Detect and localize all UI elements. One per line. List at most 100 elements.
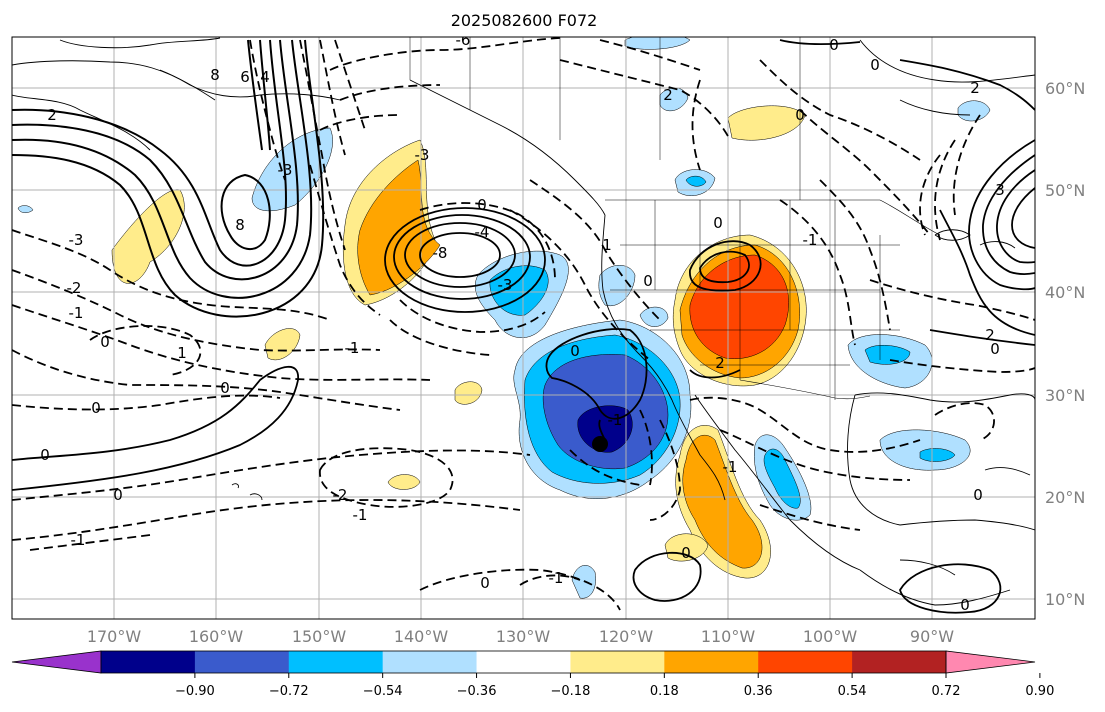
shade-yellow-5	[387, 474, 421, 490]
contour-labels: 2 -3 -2 -1 0 1 0 0 0 -1 0 -1 -2 -1 0 -1 …	[40, 31, 1005, 614]
colorbar-segment	[664, 651, 759, 673]
colorbar-segment	[758, 651, 853, 673]
solid-contours-ring-145w	[384, 207, 546, 313]
colorbar-tick-label: −0.54	[363, 684, 403, 699]
colorbar-segment	[852, 651, 947, 673]
colorbar-tick-label: 0.72	[932, 684, 961, 699]
contour-label: -3	[278, 161, 293, 179]
coastlines	[12, 37, 1035, 606]
contour-label: 2	[47, 106, 57, 124]
contour-label: -2	[333, 486, 348, 504]
contour-label: 0	[643, 272, 653, 290]
lon-label: 110°W	[701, 627, 756, 646]
contour-label: 0	[713, 214, 723, 232]
shade-orange-7	[682, 435, 763, 569]
contours	[12, 37, 1035, 614]
contour-label: -1	[608, 411, 623, 429]
contour-label: -1	[549, 569, 564, 587]
graticule	[12, 37, 1035, 619]
contour-label: 0	[477, 196, 487, 214]
colorbar-segment	[382, 651, 478, 673]
lat-label: 10°N	[1045, 590, 1085, 609]
dashed-contours	[12, 37, 1035, 611]
contour-label: 0	[220, 379, 230, 397]
lon-label: 90°W	[910, 627, 954, 646]
solid-contours-west	[12, 39, 325, 318]
lat-label: 20°N	[1045, 488, 1085, 507]
contour-label: -3	[415, 146, 430, 164]
lat-label: 30°N	[1045, 386, 1085, 405]
solid-contours-southwest	[12, 365, 1002, 614]
lon-label: 150°W	[292, 627, 347, 646]
shade-blue-8	[763, 448, 801, 509]
contour-label: 0	[829, 36, 839, 54]
contour-label: -6	[456, 31, 471, 49]
solid-contours-110w	[689, 240, 762, 379]
colorbar-segment	[194, 651, 290, 673]
contour-label: -4	[475, 223, 490, 241]
lat-label: 60°N	[1045, 79, 1085, 98]
shade-yellow-8	[664, 533, 709, 562]
colorbar-tick-label: −0.36	[457, 684, 497, 699]
colorbar-segment	[476, 651, 571, 673]
colorbar-tick-label: 0.90	[1025, 684, 1054, 699]
shade-yellow-3	[264, 328, 301, 360]
black-dot-marker	[592, 436, 608, 452]
contour-label: -1	[345, 339, 360, 357]
shade-orange-2	[357, 159, 441, 296]
colorbar-tick-label: −0.18	[551, 684, 591, 699]
contour-label: 1	[177, 344, 187, 362]
contour-label: 8	[210, 66, 220, 84]
shade-light-blue-14	[659, 87, 689, 112]
colorbar-ticks: −0.90 −0.72 −0.54 −0.36 −0.18 0.18 0.36 0.54 0.7…	[175, 673, 1054, 699]
contour-label: -3	[498, 276, 513, 294]
latitude-labels: 60°N 50°N 40°N 30°N 20°N 10°N	[1045, 79, 1085, 609]
contour-label: 2	[985, 326, 995, 344]
contour-label: -1	[69, 304, 84, 322]
colorbar: −0.90 −0.72 −0.54 −0.36 −0.18 0.18 0.36 0.54 0.7…	[11, 650, 1054, 699]
colorbar-segment	[288, 651, 384, 673]
contour-label: -3	[69, 231, 84, 249]
colorbar-max-extension	[945, 650, 1036, 674]
lat-label: 50°N	[1045, 181, 1085, 200]
contour-label: -2	[67, 279, 82, 297]
contour-label: 2	[663, 86, 673, 104]
lon-label: 100°W	[803, 627, 858, 646]
contour-label: 8	[235, 216, 245, 234]
contour-label: -1	[71, 531, 86, 549]
contour-label: 0	[480, 574, 490, 592]
contour-label: 0	[100, 333, 110, 351]
lat-label: 40°N	[1045, 283, 1085, 302]
colorbar-segment	[101, 651, 196, 673]
contour-label: 0	[113, 486, 123, 504]
contour-label: -1	[353, 506, 368, 524]
colorbar-tick-label: 0.54	[838, 684, 867, 699]
longitude-labels: 170°W 160°W 150°W 140°W 130°W 120°W 110°…	[87, 627, 954, 646]
colorbar-tick-label: −0.72	[269, 684, 309, 699]
contour-label: 0	[570, 342, 580, 360]
contour-label: 0	[973, 486, 983, 504]
colorbar-frame	[100, 650, 947, 674]
lon-label: 170°W	[87, 627, 142, 646]
shade-yellow-4	[454, 381, 483, 405]
lon-label: 120°W	[599, 627, 654, 646]
colorbar-tick-label: 0.36	[744, 684, 773, 699]
solid-contours-east	[779, 39, 1035, 346]
contour-label: 0	[681, 544, 691, 562]
contour-label: 6	[240, 68, 250, 86]
contour-label: 2	[715, 354, 725, 372]
contour-label: -1	[803, 231, 818, 249]
contour-label: 2	[970, 79, 980, 97]
contour-label: 0	[40, 446, 50, 464]
colorbar-tick-label: −0.90	[175, 684, 215, 699]
colorbar-segment	[570, 651, 665, 673]
contour-label: 0	[960, 596, 970, 614]
contour-label: -8	[433, 244, 448, 262]
contour-label: 1	[602, 236, 612, 254]
lon-label: 140°W	[394, 627, 449, 646]
colorbar-segments	[101, 651, 947, 673]
shade-blue-2	[489, 265, 549, 316]
contour-label: 0	[91, 399, 101, 417]
contour-label: 0	[870, 56, 880, 74]
